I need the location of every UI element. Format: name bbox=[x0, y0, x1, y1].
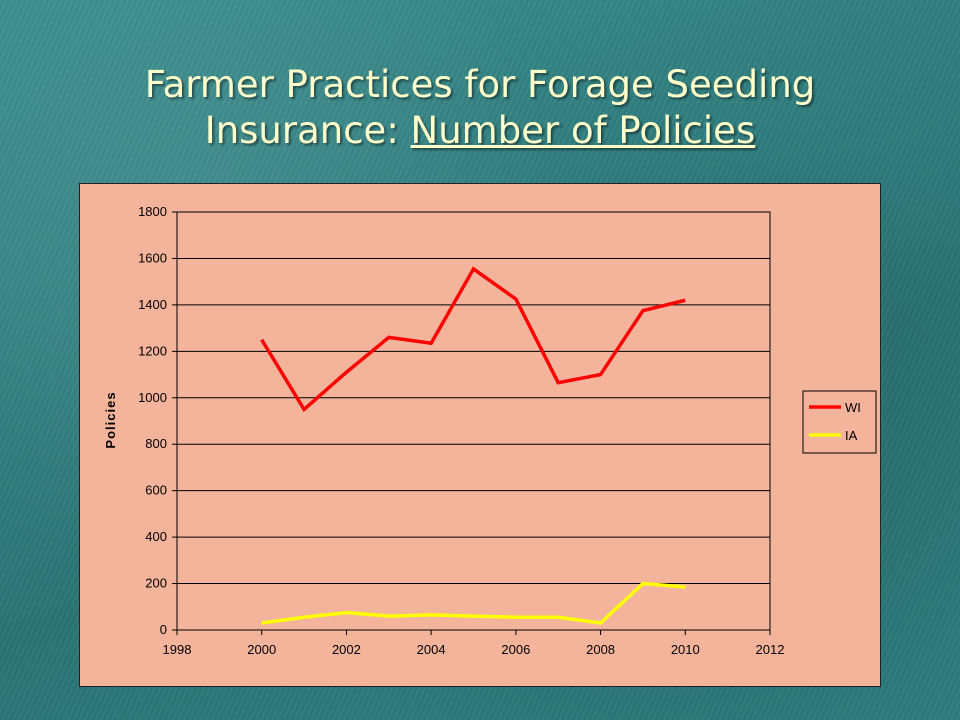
x-tick-label: 1998 bbox=[163, 642, 192, 657]
plot-frame bbox=[176, 211, 771, 631]
slide-title: Farmer Practices for Forage Seeding Insu… bbox=[0, 62, 960, 154]
series-line-ia bbox=[261, 581, 686, 625]
y-tick-labels: 0 200 400 600 800 1000 1200 1400 1600 1800 bbox=[138, 204, 167, 637]
x-tick-label: 2002 bbox=[332, 642, 361, 657]
legend-label-ia: IA bbox=[845, 428, 858, 443]
x-tick-label: 2010 bbox=[671, 642, 700, 657]
title-line-1: Farmer Practices for Forage Seeding bbox=[144, 63, 816, 106]
y-tick-label: 1800 bbox=[138, 204, 167, 219]
legend-label-wi: WI bbox=[845, 400, 861, 415]
y-tick-label: 800 bbox=[145, 436, 167, 451]
y-tick-label: 1600 bbox=[138, 250, 167, 265]
y-tick-label: 600 bbox=[145, 483, 167, 498]
line-chart: 0 200 400 600 800 1000 1200 1400 1600 1800 1998 20… bbox=[103, 204, 877, 657]
title-prefix: Insurance: bbox=[204, 109, 411, 152]
y-tick-label: 200 bbox=[145, 576, 167, 591]
x-tick-label: 2004 bbox=[417, 642, 446, 657]
x-tick-label: 2012 bbox=[756, 642, 785, 657]
y-axis-title: Policies bbox=[103, 391, 118, 448]
x-tick-label: 2006 bbox=[501, 642, 530, 657]
axes bbox=[172, 211, 771, 635]
legend: WI IA bbox=[802, 390, 877, 454]
chart-panel: 0 200 400 600 800 1000 1200 1400 1600 1800 1998 20… bbox=[79, 183, 881, 687]
series-lines bbox=[260, 266, 686, 625]
legend-box bbox=[802, 390, 877, 454]
y-tick-label: 400 bbox=[145, 529, 167, 544]
series-line-wi bbox=[260, 266, 686, 413]
x-tick-label: 2000 bbox=[247, 642, 276, 657]
x-tick-labels: 1998 2000 2002 2004 2006 2008 2010 2012 bbox=[163, 642, 785, 657]
x-tick-label: 2008 bbox=[586, 642, 615, 657]
y-tick-label: 0 bbox=[160, 622, 167, 637]
title-underlined: Number of Policies bbox=[410, 109, 756, 152]
title-line-2: Insurance: Number of Policies bbox=[0, 108, 960, 154]
y-tick-label: 1000 bbox=[138, 390, 167, 405]
y-tick-label: 1400 bbox=[138, 297, 167, 312]
y-tick-label: 1200 bbox=[138, 343, 167, 358]
